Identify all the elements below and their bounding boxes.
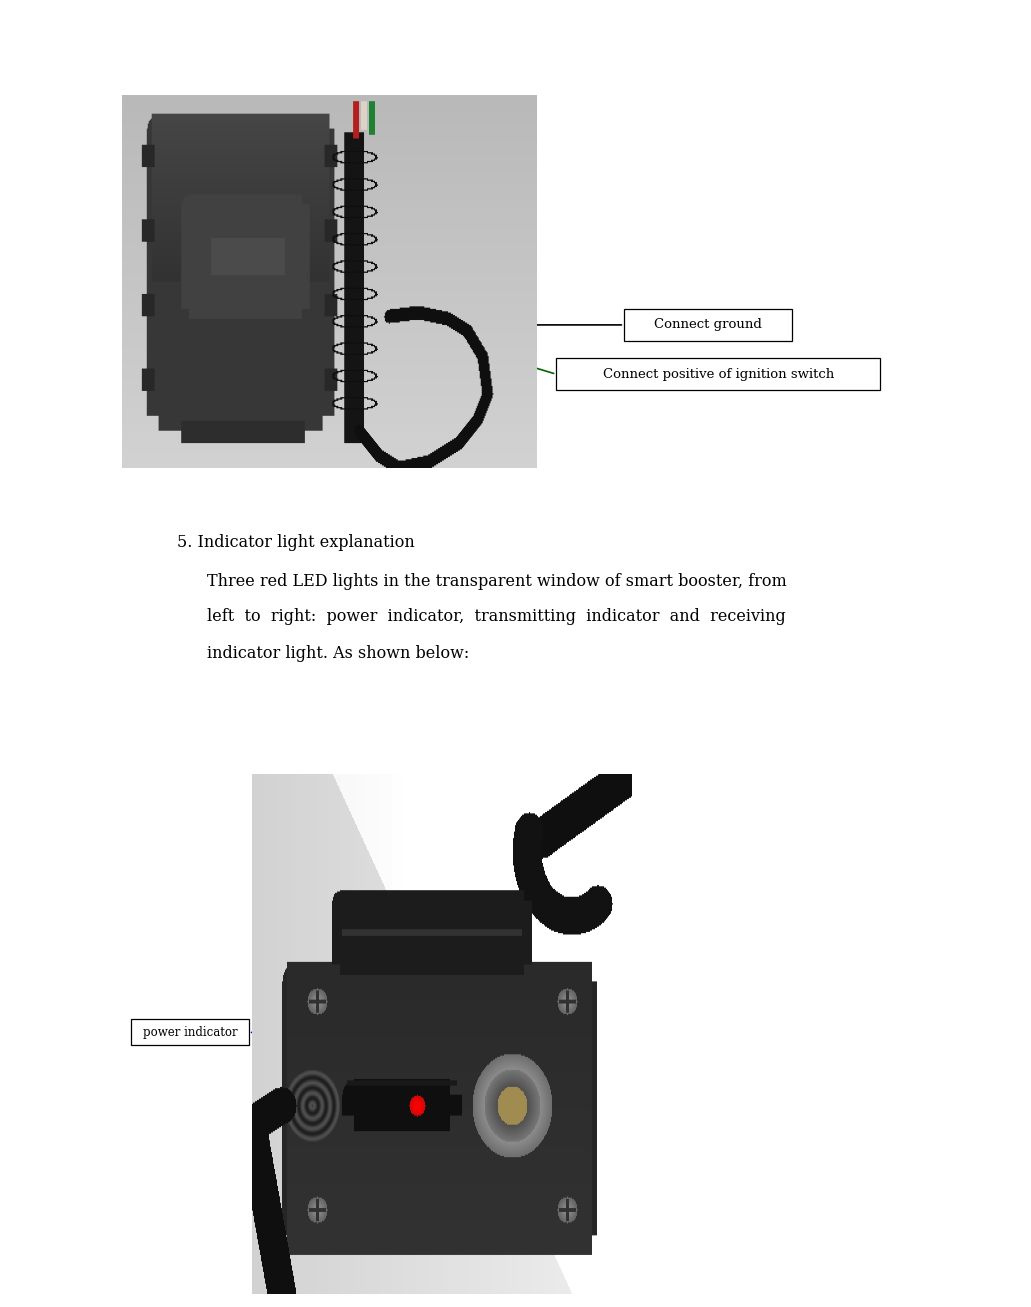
Text: Connect positive of ignition switch: Connect positive of ignition switch bbox=[602, 367, 834, 380]
FancyBboxPatch shape bbox=[131, 1019, 248, 1046]
Text: power indicator: power indicator bbox=[142, 1026, 237, 1039]
Text: 5. Indicator light explanation: 5. Indicator light explanation bbox=[177, 535, 414, 552]
FancyBboxPatch shape bbox=[223, 163, 435, 212]
FancyBboxPatch shape bbox=[557, 358, 880, 391]
Text: indicator light. As shown below:: indicator light. As shown below: bbox=[207, 646, 469, 663]
FancyBboxPatch shape bbox=[624, 308, 792, 341]
Text: Connect positive of 12V/24V
contiuous power supply: Connect positive of 12V/24V contiuous po… bbox=[234, 174, 424, 203]
Text: left  to  right:  power  indicator,  transmitting  indicator  and  receiving: left to right: power indicator, transmit… bbox=[207, 608, 786, 625]
Text: Connect ground: Connect ground bbox=[655, 319, 762, 332]
Text: Three red LED lights in the transparent window of smart booster, from: Three red LED lights in the transparent … bbox=[207, 572, 787, 589]
